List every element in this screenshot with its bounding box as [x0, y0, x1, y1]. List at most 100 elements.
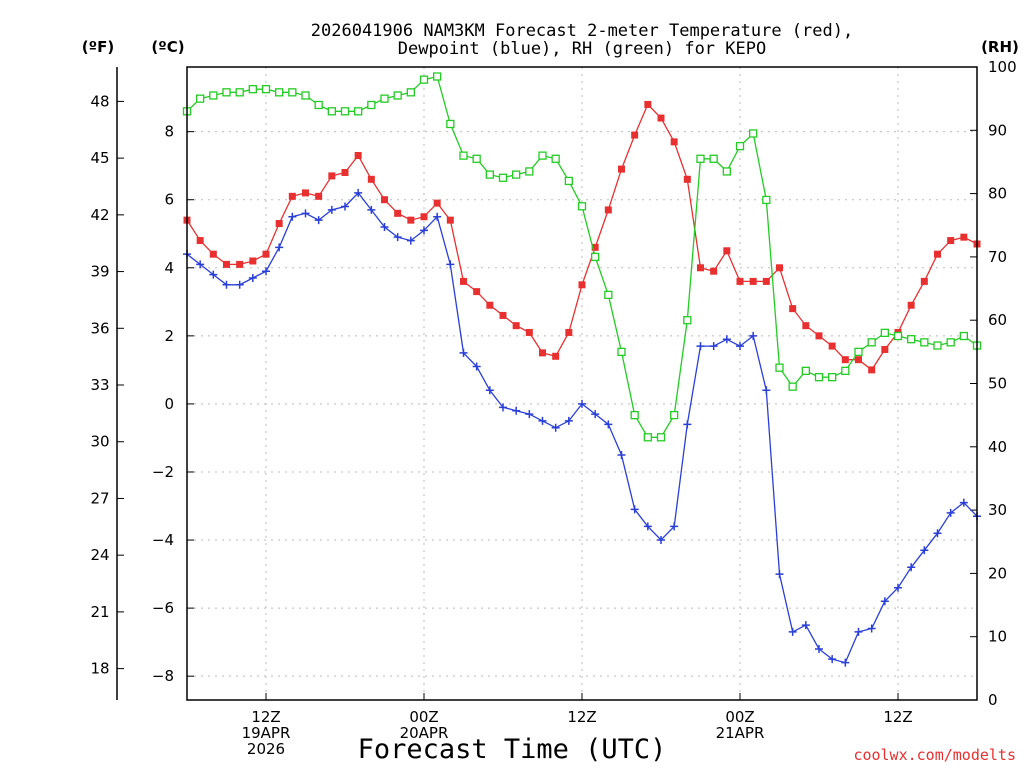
- rh-point-42: [735, 141, 745, 151]
- rh-point-41: [722, 167, 731, 176]
- rh-point-26: [525, 167, 534, 176]
- temp-point-21: [460, 277, 467, 285]
- temp-point-15: [381, 196, 388, 204]
- temp-point-46: [789, 305, 797, 313]
- rh-point-57: [933, 341, 942, 350]
- f-tick-label-1: 21: [90, 603, 109, 621]
- temp-point-11: [328, 172, 336, 180]
- rh-point-43: [749, 129, 758, 138]
- temp-point-55: [907, 301, 915, 309]
- temp-point-57: [934, 250, 941, 258]
- temp-point-58: [947, 237, 955, 245]
- series-2: [182, 72, 982, 442]
- temp-point-44: [762, 277, 770, 285]
- x-tick-label-0-1: 19APR: [242, 724, 291, 742]
- rh-point-44: [762, 195, 771, 205]
- rh-point-14: [367, 100, 376, 110]
- rh-point-37: [670, 410, 679, 420]
- dewpoint-point-32: [604, 420, 613, 429]
- dewpoint-point-38: [683, 420, 692, 429]
- dewpoint-point-6: [262, 267, 270, 276]
- dewpoint-point-42: [736, 342, 744, 351]
- x-tick-label-2-0: 12Z: [567, 708, 596, 726]
- f-tick-label-5: 33: [90, 376, 109, 394]
- temp-point-8: [288, 192, 296, 200]
- dewpoint-point-50: [841, 658, 850, 667]
- rh-point-24: [498, 173, 508, 182]
- rh-point-10: [314, 100, 323, 110]
- temp-point-27: [539, 349, 546, 357]
- dewpoint-point-2: [209, 270, 218, 279]
- dewpoint-point-20: [446, 260, 455, 269]
- rh-point-19: [433, 72, 442, 81]
- temp-point-48: [815, 332, 823, 340]
- dewpoint-point-45: [775, 570, 784, 579]
- dewpoint-point-28: [551, 423, 560, 432]
- temp-point-40: [710, 267, 718, 275]
- credit-link[interactable]: coolwx.com/modelts: [853, 746, 1016, 764]
- dewpoint-point-25: [512, 406, 521, 415]
- rh-point-8: [288, 88, 297, 97]
- temp-point-16: [394, 209, 402, 217]
- dewpoint-point-30: [578, 399, 586, 408]
- dewpoint-point-21: [459, 348, 468, 357]
- dewpoint-point-12: [341, 202, 349, 211]
- rh-point-38: [683, 316, 692, 325]
- rh-tick-label-6: 60: [988, 311, 1007, 329]
- dewpoint-point-15: [380, 222, 389, 231]
- dewpoint-point-9: [301, 209, 310, 218]
- f-tick-label-7: 39: [90, 263, 109, 281]
- c-tick-label-1: −6: [152, 599, 174, 617]
- f-tick-label-8: 42: [90, 206, 109, 224]
- dewpoint-point-4: [235, 280, 244, 289]
- temp-point-39: [697, 264, 704, 272]
- temp-point-2: [209, 250, 217, 258]
- rh-point-22: [472, 154, 481, 163]
- rh-point-36: [656, 433, 666, 442]
- rh-tick-label-4: 40: [988, 438, 1007, 456]
- x-axis-label: Forecast Time (UTC): [358, 734, 667, 765]
- rh-point-59: [959, 331, 968, 341]
- dewpoint-point-17: [406, 236, 415, 245]
- rh-point-47: [801, 366, 810, 375]
- rh-point-4: [235, 88, 244, 97]
- dewpoint-point-36: [657, 536, 665, 545]
- rh-point-1: [196, 94, 205, 103]
- dewpoint-point-54: [894, 583, 902, 592]
- f-tick-label-10: 48: [90, 92, 109, 110]
- rh-point-9: [301, 91, 310, 100]
- rh-point-18: [419, 75, 429, 84]
- temp-point-12: [341, 169, 349, 176]
- rh-point-5: [248, 85, 257, 94]
- rh-point-25: [512, 170, 521, 179]
- rh-point-30: [577, 202, 587, 211]
- rh-tick-label-5: 50: [988, 375, 1007, 393]
- dewpoint-point-58: [946, 508, 955, 517]
- temp-point-37: [670, 138, 678, 146]
- dewpoint-point-19: [433, 212, 442, 221]
- rh-point-34: [630, 410, 639, 420]
- temp-point-41: [723, 247, 731, 255]
- rh-tick-label-1: 10: [988, 628, 1007, 646]
- rh-point-15: [380, 94, 389, 103]
- f-tick-label-0: 18: [90, 660, 109, 678]
- x-tick-label-1-0: 00Z: [409, 708, 438, 726]
- x-tick-label-3-1: 21APR: [716, 724, 765, 742]
- dewpoint-point-48: [815, 644, 823, 653]
- temp-point-25: [512, 322, 520, 330]
- temp-point-24: [499, 311, 507, 319]
- rh-point-12: [340, 107, 350, 116]
- temp-point-18: [420, 213, 428, 221]
- rh-point-29: [564, 176, 573, 186]
- rh-point-31: [591, 252, 600, 262]
- temp-point-51: [855, 356, 862, 364]
- c-tick-label-2: −4: [152, 531, 174, 549]
- temp-point-35: [644, 100, 652, 108]
- temp-point-4: [236, 260, 244, 268]
- rh-point-55: [907, 335, 916, 344]
- x-tick-label-0-0: 12Z: [251, 708, 280, 726]
- rh-axis-unit: (RH): [981, 38, 1019, 56]
- rh-point-16: [393, 91, 402, 100]
- rh-tick-label-8: 80: [988, 185, 1007, 203]
